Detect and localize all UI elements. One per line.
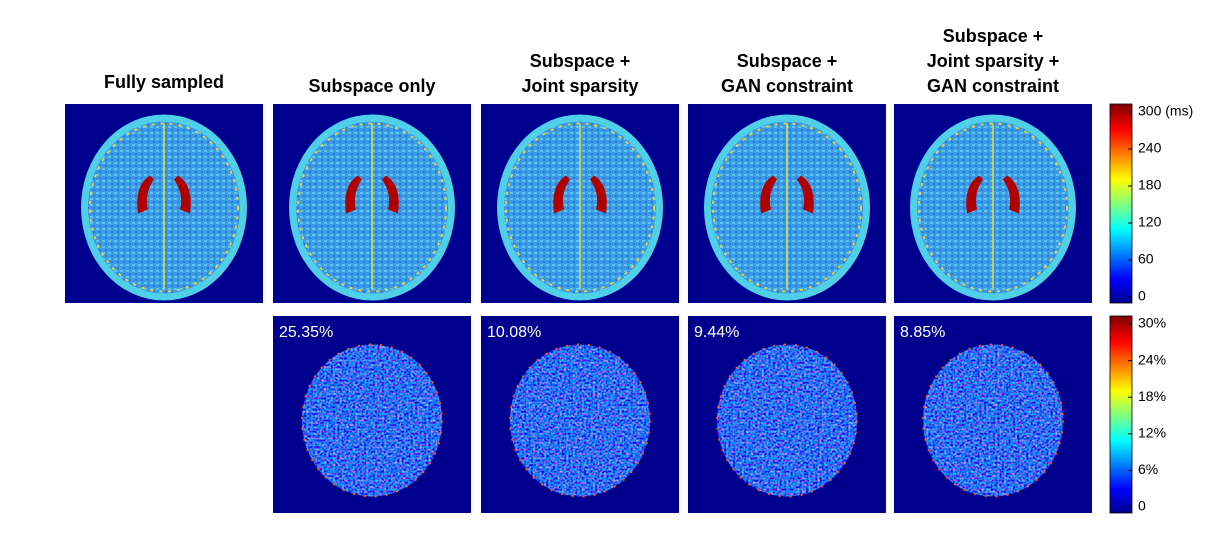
colorbar-tick-label: 24%	[1138, 351, 1166, 367]
column-title: Subspace only	[308, 76, 435, 96]
column-title: Joint sparsity	[521, 76, 638, 96]
brain-map	[481, 104, 679, 303]
error-edge	[509, 343, 651, 498]
error-edge	[301, 343, 443, 498]
ventricle	[966, 175, 983, 214]
ventricle	[137, 175, 154, 214]
brain-map	[894, 104, 1092, 303]
error-label: 25.35%	[279, 324, 333, 341]
error-map	[688, 316, 886, 513]
colorbar-tick-label: 240	[1138, 140, 1162, 156]
cortex-edge	[918, 122, 1068, 293]
error-map	[894, 316, 1092, 513]
cortex-edge	[89, 122, 239, 293]
error-map	[481, 316, 679, 513]
colorbar-tick-label: 12%	[1138, 425, 1166, 441]
ventricle	[174, 175, 191, 214]
colorbar-tick-label: 180	[1138, 177, 1162, 193]
error-noise	[302, 344, 442, 497]
brain-map	[65, 104, 263, 303]
cortex-edge	[712, 122, 862, 293]
error-edge	[922, 343, 1064, 498]
ventricle	[345, 175, 362, 214]
colorbar-tick-label: 120	[1138, 214, 1162, 230]
ventricle	[760, 175, 777, 214]
error-noise	[717, 344, 857, 497]
column-title: GAN constraint	[721, 76, 853, 96]
ventricle	[1003, 175, 1020, 214]
cortex-edge	[505, 122, 655, 293]
error-label: 8.85%	[900, 324, 945, 341]
error-map	[273, 316, 471, 513]
column-title: Fully sampled	[104, 72, 224, 92]
column-title: GAN constraint	[927, 76, 1059, 96]
column-title: Joint sparsity +	[927, 51, 1060, 71]
cortex-edge	[297, 122, 447, 293]
ventricle	[382, 175, 399, 214]
colorbar-tick-label: 60	[1138, 251, 1154, 267]
ventricle	[553, 175, 570, 214]
column-title: Subspace +	[530, 51, 631, 71]
colorbar-tick-label: 0	[1138, 288, 1146, 304]
colorbar-tick-label: 0	[1138, 498, 1146, 514]
colorbar	[1109, 315, 1133, 514]
column-title: Subspace +	[737, 51, 838, 71]
error-noise	[510, 344, 650, 497]
ventricle	[797, 175, 814, 214]
ventricle	[590, 175, 607, 214]
colorbar	[1109, 103, 1133, 304]
error-edge	[716, 343, 858, 498]
error-label: 10.08%	[487, 324, 541, 341]
error-noise	[923, 344, 1063, 497]
colorbar-tick-label: 300 (ms)	[1138, 103, 1193, 119]
brain-map	[273, 104, 471, 303]
colorbar-tick-label: 18%	[1138, 388, 1166, 404]
brain-map	[688, 104, 886, 303]
column-title: Subspace +	[943, 26, 1044, 46]
error-label: 9.44%	[694, 324, 739, 341]
colorbar-tick-label: 6%	[1138, 461, 1158, 477]
colorbar-tick-label: 30%	[1138, 315, 1166, 331]
